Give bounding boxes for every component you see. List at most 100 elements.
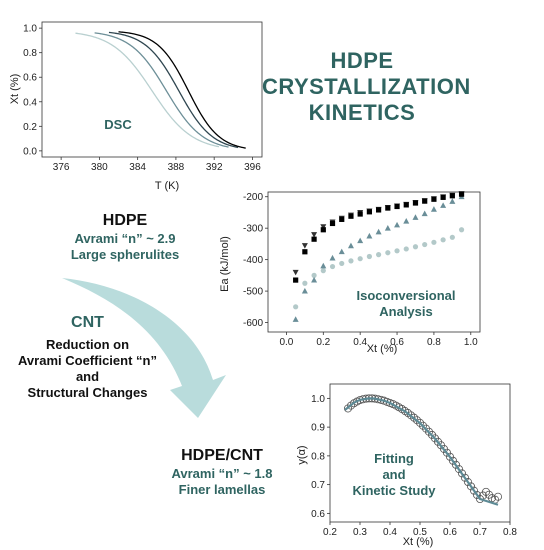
iso-point-triangle-up	[311, 276, 318, 283]
iso-point-triangle-down	[311, 232, 318, 238]
iso-point-square	[449, 193, 455, 199]
hdpecnt-block: HDPE/CNT Avrami “n” ~ 1.8 Finer lamellas	[152, 446, 292, 498]
x-tick-label: 380	[91, 162, 108, 173]
dsc-ylabel: Xt (%)	[9, 74, 21, 105]
x-tick-label: 0.3	[353, 527, 367, 538]
iso-point-circle	[329, 263, 336, 270]
y-tick-label: 0.7	[311, 480, 325, 491]
iso-point-triangle-up	[394, 221, 401, 228]
title-line-2: CRYSTALLIZATION	[262, 74, 471, 99]
cnt-heading: CNT	[71, 314, 104, 331]
curved-arrow-shape	[62, 278, 226, 418]
iso-point-circle	[302, 280, 308, 286]
iso-point-triangle-up	[449, 198, 456, 204]
iso-point-triangle-up	[440, 202, 447, 208]
iso-point-circle	[366, 253, 372, 260]
hdpe-heading: HDPE	[102, 212, 148, 229]
iso-point-square	[431, 196, 437, 202]
y-tick-label: -200	[243, 192, 263, 203]
iso-point-circle	[422, 241, 428, 248]
x-tick-label: 0.4	[353, 337, 367, 348]
x-tick-label: 0.8	[503, 527, 517, 538]
iso-point-triangle-up	[357, 237, 364, 244]
cnt-line-2: Avrami Coefficient “n”	[18, 353, 157, 368]
iso-point-square	[348, 213, 354, 219]
dsc-xlabel: T (K)	[155, 180, 179, 192]
iso-ylabel: Ea (kJ/mol)	[219, 236, 231, 292]
y-tick-label: -400	[243, 255, 263, 266]
fit-point-open-circle	[445, 452, 454, 461]
y-tick-label: 1.0	[311, 394, 325, 405]
y-tick-label: 0.4	[23, 97, 37, 108]
dsc-annotation: DSC	[104, 117, 132, 132]
iso-axes: 0.0 0.2 0.4 0.6 0.8 1.0 -600 -500 -400 -300 -200	[243, 191, 481, 348]
dsc-axes: 376 380 384 388 392 396 0.0 0.2 0.4 0.6 0.8 1.0	[23, 21, 263, 173]
cnt-line-1: Reduction on	[45, 337, 130, 352]
x-tick-label: 0.0	[279, 337, 293, 348]
fit-ylabel: y(α)	[296, 445, 308, 464]
fit-annotation-2: and	[382, 467, 405, 482]
iso-point-circle	[440, 237, 446, 243]
x-tick-label: 1.0	[464, 337, 478, 348]
x-tick-label: 384	[129, 162, 146, 173]
iso-point-circle	[348, 258, 354, 264]
iso-point-square	[320, 227, 326, 233]
iso-point-square	[357, 211, 363, 217]
iso-point-triangle-up	[430, 206, 437, 212]
x-tick-label: 0.8	[427, 337, 441, 348]
y-tick-label: 0.8	[23, 48, 37, 59]
x-tick-label: 392	[206, 162, 223, 173]
iso-point-square	[440, 194, 446, 200]
cnt-line-4: Structural Changes	[27, 385, 148, 400]
fit-line	[344, 397, 499, 506]
iso-point-triangle-up	[384, 224, 391, 231]
fit-point-open-circle	[406, 411, 415, 420]
y-tick-label: 0.0	[23, 146, 37, 157]
hdpe-avrami: Avrami “n” ~ 2.9	[74, 231, 176, 246]
x-tick-label: 376	[53, 162, 70, 173]
hdpecnt-heading: HDPE/CNT	[181, 447, 263, 464]
fit-point-open-circle	[481, 487, 490, 496]
y-tick-label: 0.2	[23, 122, 37, 133]
hdpe-block: HDPE Avrami “n” ~ 2.9 Large spherulites	[50, 211, 200, 263]
y-tick-label: 0.8	[311, 451, 325, 462]
x-tick-label: 0.4	[383, 527, 397, 538]
hdpecnt-morphology: Finer lamellas	[178, 482, 266, 497]
x-tick-label: 0.2	[316, 337, 330, 348]
fit-point-open-circle	[493, 492, 502, 501]
fit-annotation-1: Fitting	[374, 451, 414, 466]
y-tick-label: -500	[243, 287, 263, 298]
iso-point-triangle-up	[412, 214, 419, 220]
fit-point-open-circle	[343, 404, 352, 413]
iso-point-circle	[357, 256, 363, 262]
dsc-series-line-1	[75, 32, 220, 148]
dsc-series-line-4	[118, 31, 246, 149]
hdpe-morphology: Large spherulites	[70, 247, 180, 262]
iso-point-triangle-down	[292, 269, 299, 276]
iso-point-circle	[311, 272, 317, 278]
fit-point-open-circle	[469, 486, 478, 495]
iso-point-square	[385, 205, 391, 211]
y-tick-label: 1.0	[23, 24, 37, 35]
hdpecnt-avrami: Avrami “n” ~ 1.8	[171, 466, 273, 481]
x-tick-label: 0.6	[443, 527, 457, 538]
fit-point-open-circle	[454, 465, 463, 474]
fit-annotation-3: Kinetic Study	[352, 483, 436, 498]
iso-point-circle	[339, 260, 345, 267]
y-tick-label: 0.9	[311, 423, 325, 434]
y-tick-label: 0.6	[311, 509, 325, 520]
x-tick-label: 0.6	[390, 337, 404, 348]
iso-point-circle	[412, 244, 419, 250]
iso-point-triangle-up	[301, 287, 308, 294]
iso-annotation-2: Analysis	[379, 304, 432, 319]
x-tick-label: 396	[244, 162, 261, 173]
fit-point-open-circle	[346, 401, 355, 410]
fit-point-open-circle	[460, 473, 469, 482]
iso-point-square	[458, 191, 465, 197]
iso-point-circle	[394, 248, 400, 254]
page-title: HDPE CRYSTALLIZATION KINETICS	[262, 48, 471, 126]
fit-point-open-circle	[421, 424, 430, 433]
